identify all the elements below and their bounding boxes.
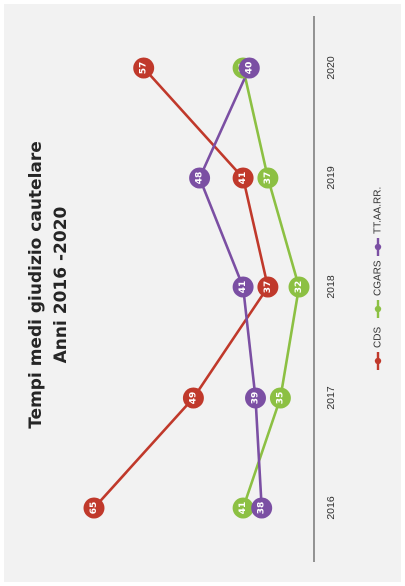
data-label: 41 (238, 281, 248, 294)
data-point-marker (245, 387, 266, 409)
legend: CDS CGARS TT.AA.RR. (373, 187, 384, 370)
category-tick-label: 2020 (325, 56, 337, 80)
category-tick-label: 2017 (325, 386, 337, 410)
data-point-marker (232, 497, 254, 519)
data-label: 35 (275, 392, 285, 405)
series-markers: 654937415741353237413839414840 (83, 57, 310, 519)
plot-area-background (4, 4, 401, 582)
category-tick-label: 2019 (325, 166, 337, 190)
data-point-marker (232, 167, 254, 189)
legend-label: CGARS (373, 260, 384, 296)
data-label: 65 (89, 502, 99, 515)
legend-label: TT.AA.RR. (373, 187, 384, 234)
legend-swatch-marker (374, 243, 382, 251)
category-tick-label: 2018 (325, 275, 337, 299)
data-label: 41 (238, 502, 248, 515)
data-point-marker (288, 276, 310, 298)
data-label: 57 (139, 62, 149, 75)
data-point-marker (251, 497, 273, 519)
data-point-marker (269, 387, 291, 409)
data-point-marker (257, 167, 279, 189)
legend-swatch-marker (374, 305, 382, 313)
data-point-marker (232, 276, 254, 298)
data-label: 37 (263, 281, 273, 294)
chart-title-group: Tempi medi giudizio cautelare Anni 2016 … (26, 141, 71, 429)
data-point-marker (182, 387, 204, 409)
data-label: 39 (251, 392, 261, 405)
legend-swatch-marker (374, 357, 382, 365)
category-tick-labels: 2016 2017 2018 2019 2020 (325, 56, 337, 520)
data-label: 37 (263, 172, 273, 185)
data-point-marker (133, 57, 155, 79)
category-tick-label: 2016 (325, 496, 337, 520)
data-label: 48 (195, 172, 205, 185)
data-label: 41 (238, 172, 248, 185)
data-point-marker (257, 276, 279, 298)
chart-title: Tempi medi giudizio cautelare (26, 141, 46, 429)
legend-label: CDS (373, 327, 384, 348)
data-label: 32 (294, 281, 304, 294)
data-label: 40 (244, 62, 254, 75)
data-label: 49 (188, 392, 198, 405)
data-point-marker (238, 57, 260, 79)
data-point-marker (83, 497, 105, 519)
chart-subtitle: Anni 2016 -2020 (51, 206, 71, 363)
data-label: 38 (257, 502, 267, 515)
data-point-marker (189, 167, 211, 189)
